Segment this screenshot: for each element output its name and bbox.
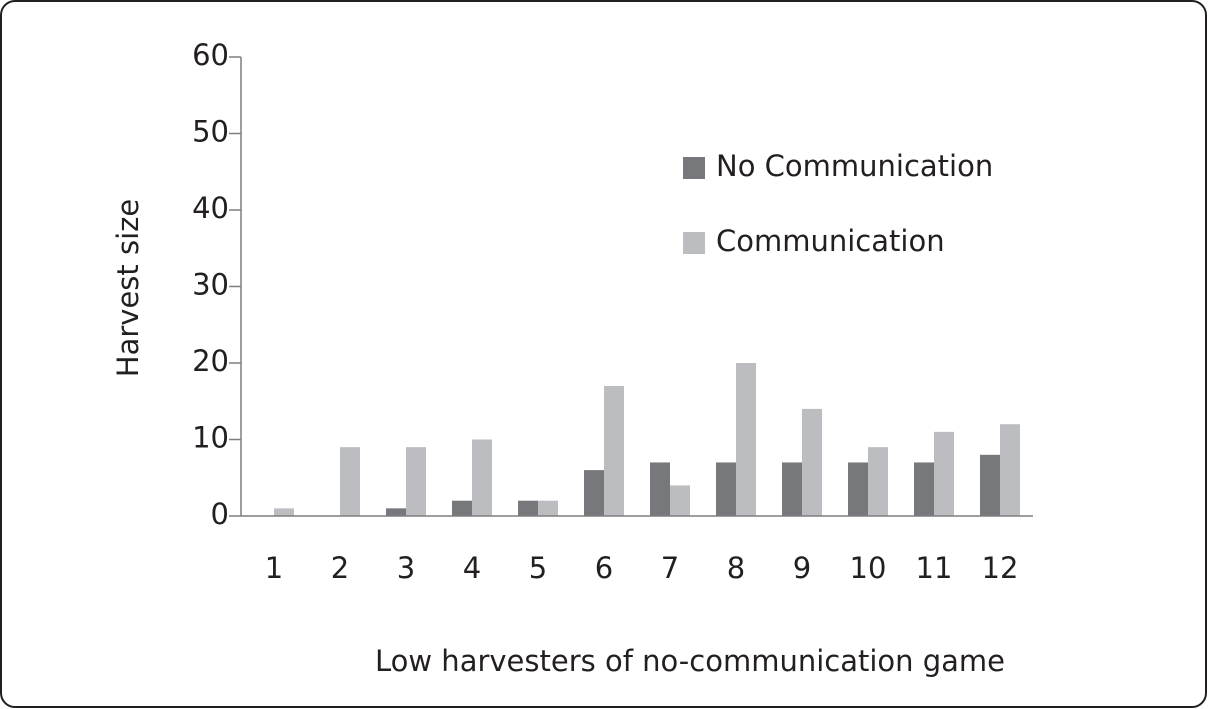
x-tick-label: 12 bbox=[982, 551, 1019, 585]
bar bbox=[1000, 424, 1020, 516]
x-tick-label: 8 bbox=[727, 551, 745, 585]
bar bbox=[670, 485, 690, 516]
legend-label: Communication bbox=[716, 224, 945, 258]
bar bbox=[980, 454, 1000, 516]
x-tick-label: 1 bbox=[265, 551, 283, 585]
y-tick-label: 50 bbox=[192, 115, 229, 149]
x-tick-label: 11 bbox=[916, 551, 953, 585]
y-tick-label: 20 bbox=[192, 344, 229, 378]
x-axis-title: Low harvesters of no-communication game bbox=[375, 644, 1005, 678]
bar bbox=[340, 447, 360, 516]
legend-swatch bbox=[683, 232, 705, 254]
legend-label: No Communication bbox=[716, 149, 993, 183]
bar bbox=[934, 431, 954, 516]
y-tick-label: 0 bbox=[211, 497, 229, 531]
bar bbox=[406, 447, 426, 516]
bar bbox=[452, 500, 472, 516]
bar bbox=[716, 462, 736, 516]
bar bbox=[518, 500, 538, 516]
bar bbox=[802, 408, 822, 516]
x-tick-label: 9 bbox=[793, 551, 811, 585]
bar bbox=[386, 508, 406, 516]
bar bbox=[848, 462, 868, 516]
x-tick-label: 2 bbox=[331, 551, 349, 585]
bar bbox=[736, 363, 756, 516]
x-tick-label: 3 bbox=[397, 551, 415, 585]
y-tick-label: 40 bbox=[192, 191, 229, 225]
bar bbox=[782, 462, 802, 516]
bar bbox=[604, 385, 624, 516]
bar bbox=[914, 462, 934, 516]
x-tick-label: 4 bbox=[463, 551, 481, 585]
x-tick-label: 5 bbox=[529, 551, 547, 585]
x-tick-label: 10 bbox=[850, 551, 887, 585]
bar bbox=[274, 508, 294, 516]
y-tick-label: 30 bbox=[192, 268, 229, 302]
bar bbox=[472, 439, 492, 516]
legend-swatch bbox=[683, 157, 705, 179]
bar bbox=[650, 462, 670, 516]
y-axis-title: Harvest size bbox=[111, 199, 145, 377]
bar bbox=[584, 470, 604, 516]
bar bbox=[538, 500, 558, 516]
y-tick-label: 10 bbox=[192, 421, 229, 455]
bar bbox=[868, 447, 888, 516]
x-tick-label: 6 bbox=[595, 551, 613, 585]
y-tick-label: 60 bbox=[192, 38, 229, 72]
x-tick-label: 7 bbox=[661, 551, 679, 585]
